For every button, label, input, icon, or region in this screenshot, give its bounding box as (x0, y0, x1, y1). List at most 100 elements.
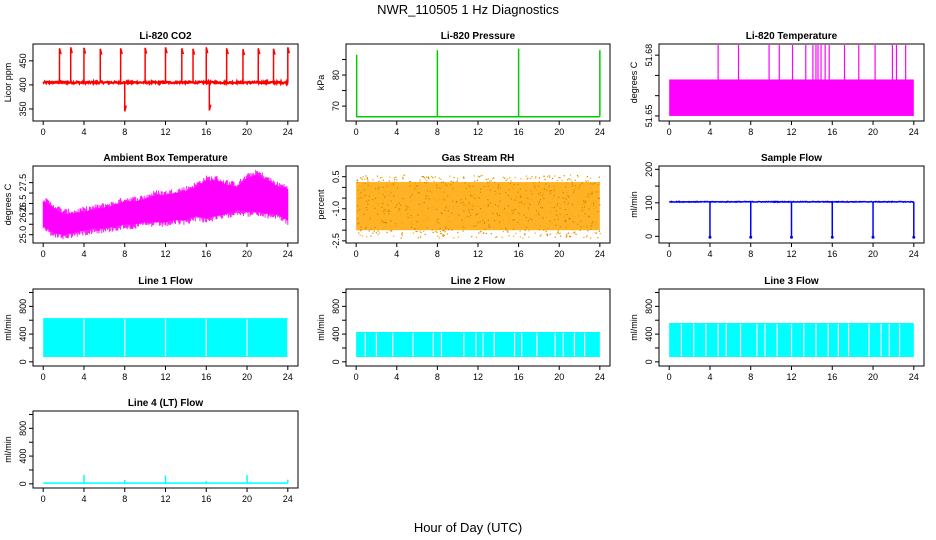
rh-point (491, 209, 493, 211)
rh-point (535, 210, 538, 212)
rh-point (483, 221, 486, 223)
rh-point (560, 204, 563, 206)
rh-point (487, 182, 489, 184)
y-axis-label: ml/min (3, 436, 13, 463)
rh-point (371, 191, 373, 194)
rh-point (590, 193, 592, 195)
rh-point (386, 210, 388, 213)
rh-point (511, 186, 513, 188)
plot-area (668, 200, 916, 239)
rh-point (478, 176, 480, 178)
rh-point (385, 211, 387, 213)
rh-point (411, 224, 413, 226)
rh-point (464, 195, 466, 197)
rh-point (480, 230, 482, 232)
rh-point (534, 182, 536, 184)
rh-point (487, 219, 489, 221)
rh-point (590, 183, 592, 185)
rh-point (463, 177, 465, 179)
rh-point (378, 180, 380, 182)
rh-point (579, 184, 581, 186)
rh-point (493, 177, 495, 179)
rh-point (574, 231, 576, 233)
rh-point (466, 204, 468, 206)
rh-point (389, 190, 391, 192)
rh-point (428, 198, 430, 200)
x-tick-label: 4 (707, 249, 712, 259)
rh-point (563, 191, 565, 194)
rh-point (595, 206, 598, 208)
rh-point (467, 216, 470, 218)
rh-point (575, 233, 577, 235)
rh-point (545, 228, 547, 231)
rh-point (583, 225, 585, 227)
rh-point (534, 184, 536, 186)
rh-point (361, 178, 363, 180)
x-tick-label: 4 (394, 127, 399, 137)
rh-point (539, 225, 541, 227)
rh-point (553, 193, 555, 195)
y-tick-label: 26.5 (18, 195, 28, 213)
x-tick-label: 16 (514, 249, 524, 259)
rh-point (361, 196, 364, 198)
rh-point (356, 191, 358, 193)
rh-point (373, 194, 375, 196)
rh-point (365, 200, 368, 203)
rh-point (378, 186, 380, 188)
rh-point (382, 227, 384, 229)
rh-point (452, 181, 454, 183)
rh-point (475, 225, 477, 227)
spike-tail (208, 104, 212, 111)
x-tick-label: 4 (81, 372, 86, 382)
rh-point (417, 185, 419, 187)
rh-point (508, 218, 510, 220)
rh-point (435, 223, 438, 225)
rh-point (555, 186, 557, 188)
rh-point (499, 202, 501, 204)
rh-point (560, 190, 562, 192)
rh-point (434, 209, 436, 211)
rh-point (402, 176, 404, 178)
rh-point (411, 194, 413, 196)
rh-point (571, 181, 573, 183)
rh-point (381, 221, 384, 223)
rh-point (393, 177, 395, 179)
rh-point (373, 230, 375, 232)
rh-point (441, 212, 443, 215)
rh-point (574, 216, 576, 218)
rh-point (474, 193, 476, 195)
rh-point (590, 191, 592, 193)
rh-point (381, 220, 383, 222)
rh-point (410, 226, 413, 228)
rh-point (359, 234, 361, 236)
rh-point (451, 221, 453, 223)
x-tick-label: 20 (242, 494, 252, 504)
rh-point (451, 212, 453, 214)
rh-point (480, 208, 482, 210)
rh-point (565, 220, 567, 222)
rh-point (442, 191, 444, 193)
rh-point (436, 231, 438, 234)
x-tick-label: 4 (707, 127, 712, 137)
rh-point (584, 202, 587, 204)
rh-point (498, 223, 500, 225)
rh-point (384, 196, 386, 198)
rh-point (367, 188, 369, 190)
rh-point (506, 213, 508, 215)
rh-point (443, 199, 445, 201)
rh-point (485, 232, 487, 234)
x-tick-label: 12 (473, 372, 483, 382)
rh-point (513, 235, 515, 237)
rh-point (568, 218, 571, 220)
rh-point (528, 198, 530, 201)
y-axis-label: ml/min (629, 314, 639, 341)
rh-point (531, 175, 533, 178)
rh-point (418, 220, 420, 222)
rh-point (463, 227, 465, 229)
rh-point (439, 230, 442, 233)
rh-point (400, 237, 402, 239)
rh-point (357, 189, 359, 191)
rh-point (427, 194, 429, 197)
rh-point (526, 197, 529, 199)
rh-point (523, 214, 525, 216)
